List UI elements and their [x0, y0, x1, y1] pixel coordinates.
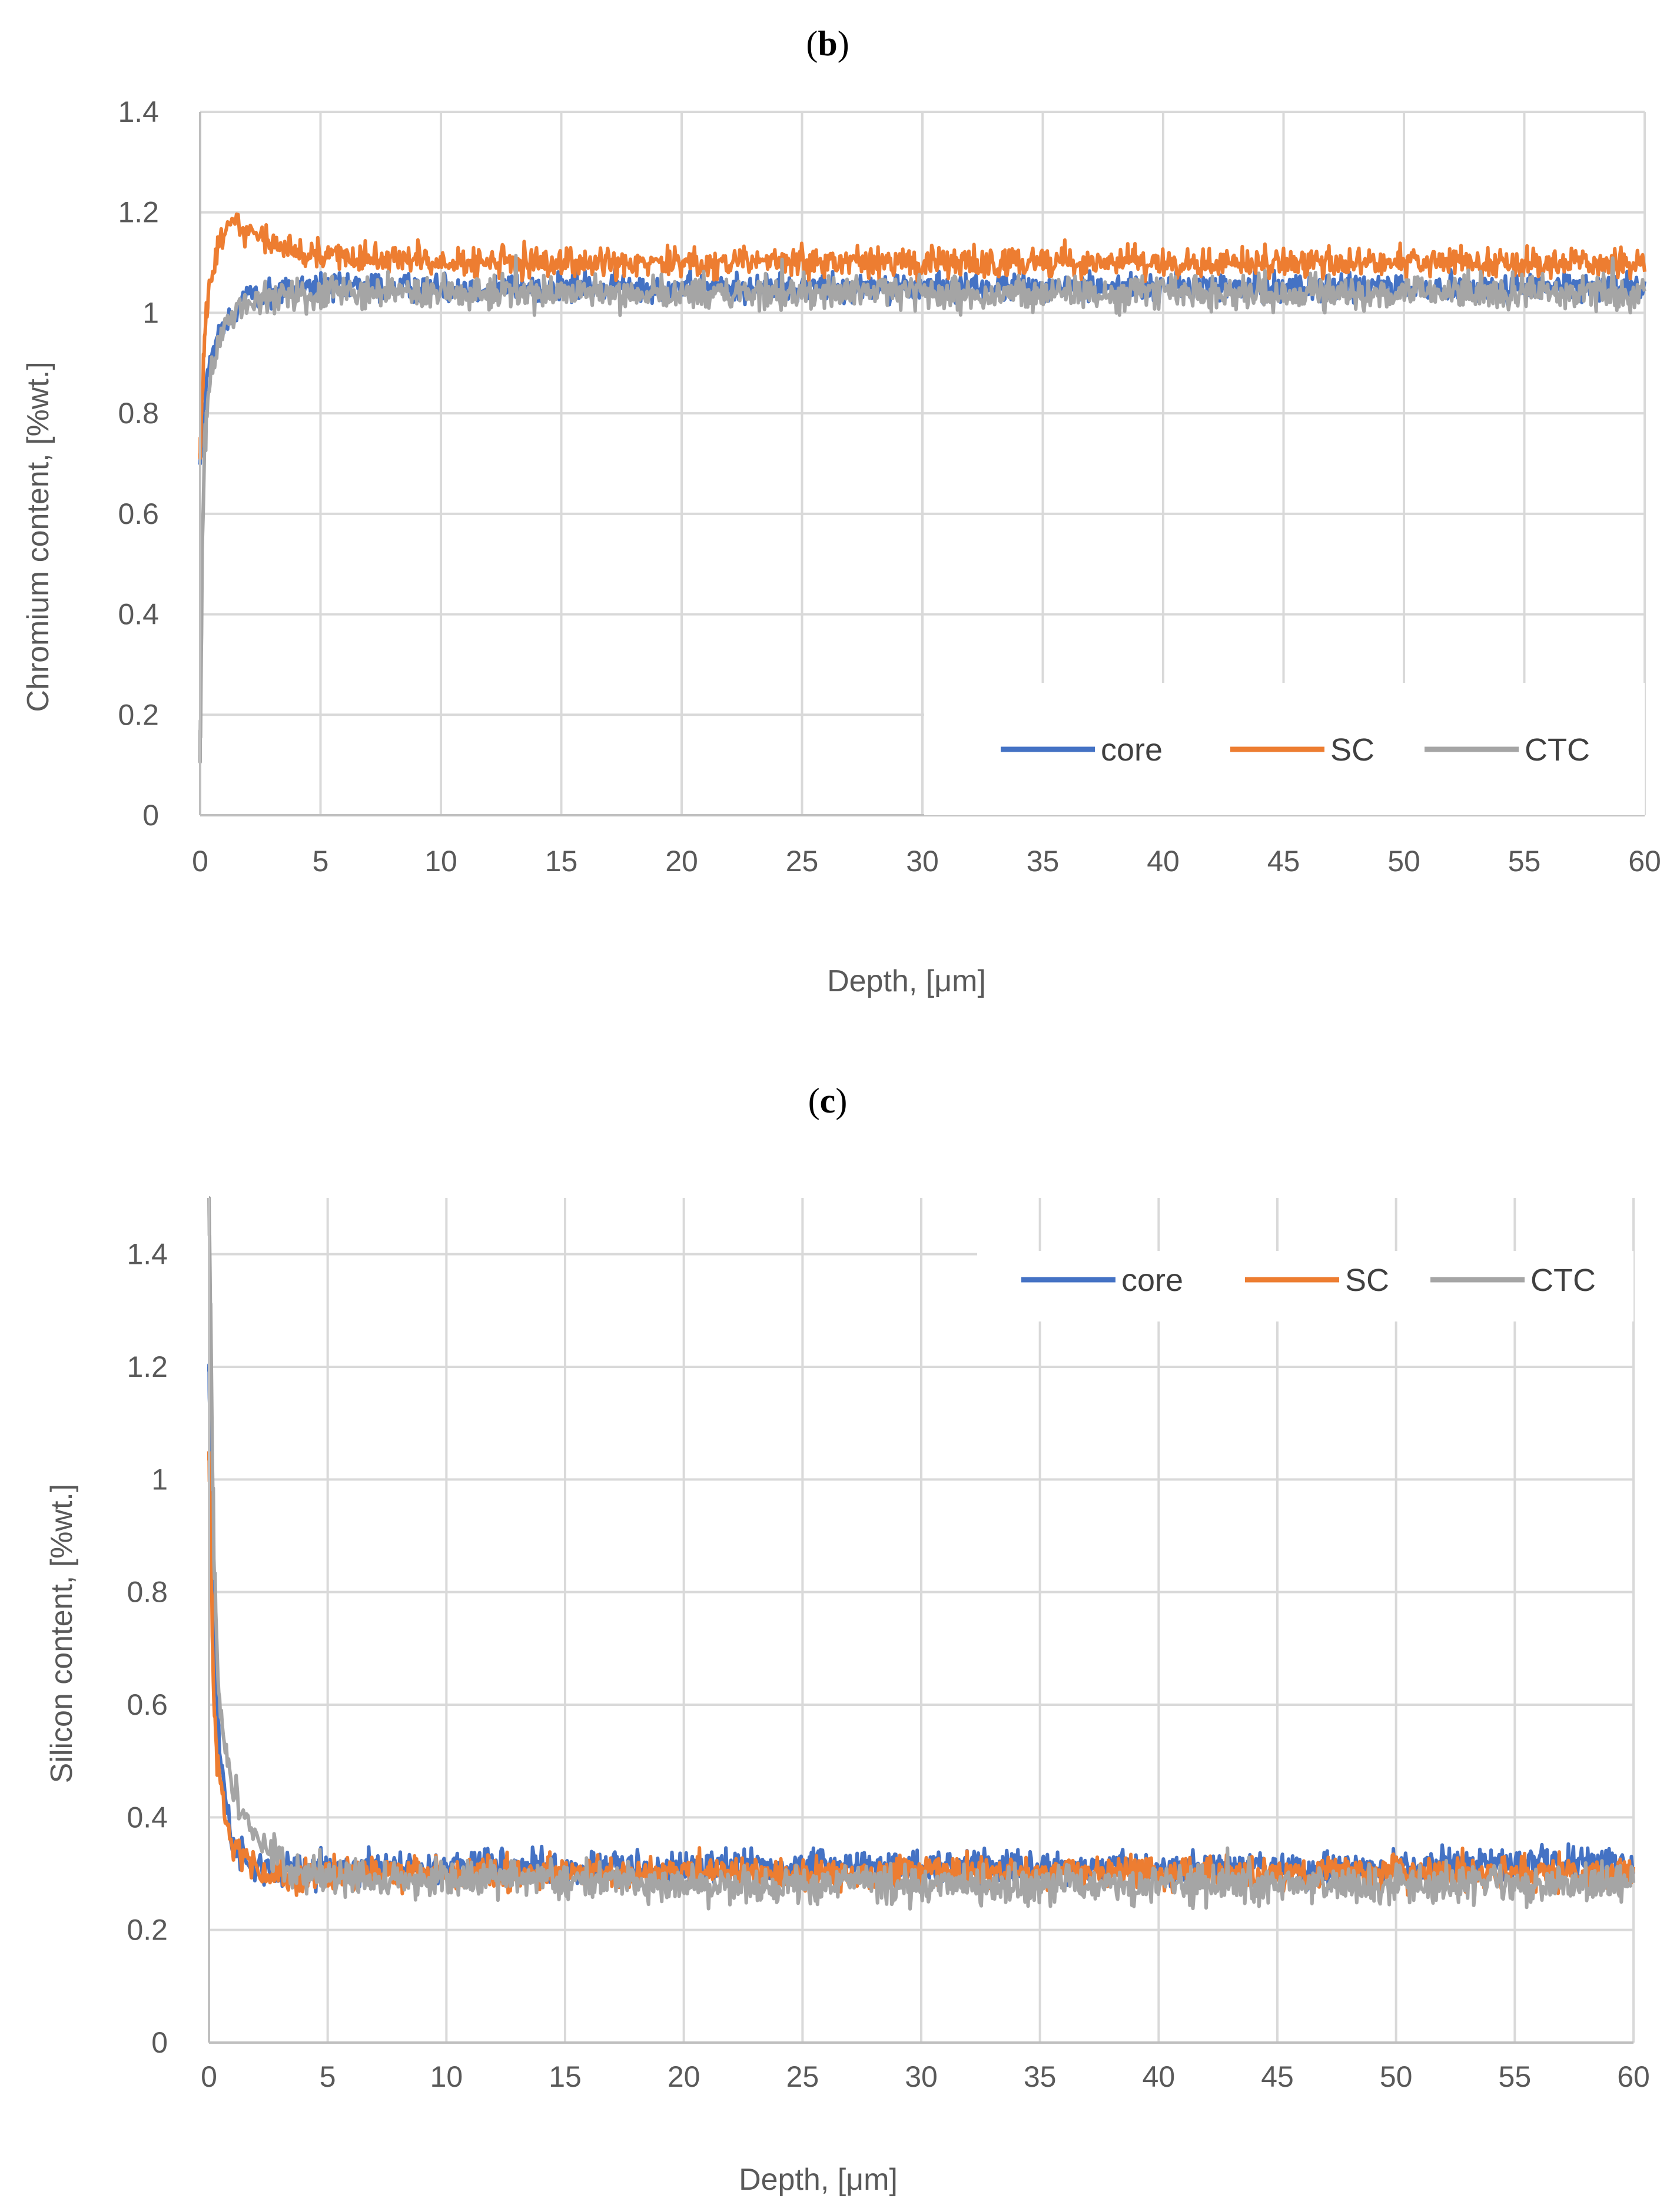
- y-tick-label: 1.4: [118, 95, 159, 128]
- panel-c-axes: [208, 1198, 1633, 2044]
- x-tick-label: 55: [1508, 845, 1541, 878]
- x-tick-label: 25: [786, 845, 819, 878]
- chart-panel-c: (c) 0 5 10 15 20 25 30 35 40 45 50 55 60 00.20.40.60…: [45, 1081, 1650, 2197]
- y-tick-label: 0.2: [118, 698, 159, 731]
- y-tick-label: 1.2: [127, 1350, 168, 1383]
- x-tick-label: 40: [1143, 2060, 1176, 2093]
- panel-c-x-ticks: 0 5 10 15 20 25 30 35 40 45 50 55 60: [201, 2060, 1650, 2093]
- x-tick-label: 20: [668, 2060, 700, 2093]
- panel-c-y-axis-label: Silicon content, [%wt.]: [45, 1484, 79, 1784]
- x-tick-label: 30: [905, 2060, 938, 2093]
- y-tick-label: 0.6: [118, 497, 159, 530]
- x-tick-label: 25: [786, 2060, 819, 2093]
- x-tick-label: 5: [313, 845, 329, 878]
- legend-label-ctc: CTC: [1525, 732, 1590, 768]
- series-line-ctc: [198, 254, 1646, 764]
- y-tick-label: 0.6: [127, 1688, 168, 1721]
- y-tick-label: 1.4: [127, 1238, 168, 1271]
- x-tick-label: 45: [1267, 845, 1300, 878]
- x-tick-label: 0: [201, 2060, 217, 2093]
- series-line-sc: [198, 212, 1646, 460]
- panel-b-y-ticks: 0 0.2 0.4 0.6 0.8 1 1.2 1.4: [118, 95, 159, 832]
- legend-label-ctc: CTC: [1530, 1263, 1596, 1298]
- x-tick-label: 35: [1027, 845, 1060, 878]
- panel-b-x-ticks: 0 5 10 15 20 25 30 35 40 45 50 55 60: [192, 845, 1661, 878]
- panel-c-y-ticks: 0 0.2 0.4 0.6 0.8 1 1.2 1.4: [127, 1238, 168, 2059]
- x-tick-label: 30: [906, 845, 939, 878]
- x-tick-label: 60: [1628, 845, 1661, 878]
- x-tick-label: 20: [665, 845, 698, 878]
- x-tick-label: 15: [545, 845, 578, 878]
- y-tick-label: 0.4: [127, 1801, 168, 1834]
- panel-c-gridlines: [208, 1198, 1635, 2043]
- x-tick-label: 55: [1499, 2060, 1532, 2093]
- panel-b-x-axis-label: Depth, [μm]: [827, 964, 986, 998]
- panel-b-series: [198, 212, 1646, 764]
- x-tick-label: 0: [192, 845, 208, 878]
- panel-b-y-axis-label: Chromium content, [%wt.]: [21, 361, 55, 712]
- x-tick-label: 5: [320, 2060, 336, 2093]
- y-tick-label: 0.8: [127, 1576, 168, 1609]
- legend-label-core: core: [1101, 732, 1163, 768]
- y-tick-label: 1.2: [118, 196, 159, 229]
- x-tick-label: 45: [1261, 2060, 1294, 2093]
- x-tick-label: 10: [424, 845, 457, 878]
- panel-c-series: [207, 1196, 1635, 1911]
- x-tick-label: 50: [1380, 2060, 1413, 2093]
- y-tick-label: 0.4: [118, 598, 159, 631]
- y-tick-label: 1: [151, 1463, 168, 1496]
- chart-panel-b: (b) 0 5 10 15 20 25 30 35 40 45 50 55 60 00.20.40.60…: [21, 24, 1661, 998]
- panel-c-title: (c): [808, 1081, 848, 1120]
- x-tick-label: 40: [1147, 845, 1180, 878]
- legend-label-sc: SC: [1330, 732, 1374, 768]
- x-tick-label: 10: [430, 2060, 463, 2093]
- y-tick-label: 1: [142, 296, 159, 329]
- panel-b-title: (b): [806, 24, 849, 63]
- panel-b-legend: core SC CTC: [924, 683, 1645, 815]
- y-tick-label: 0: [151, 2026, 168, 2059]
- x-tick-label: 60: [1617, 2060, 1650, 2093]
- y-tick-label: 0.2: [127, 1914, 168, 1947]
- x-tick-label: 15: [549, 2060, 582, 2093]
- legend-background: [977, 1251, 1633, 1322]
- legend-label-sc: SC: [1345, 1263, 1389, 1298]
- series-line-ctc: [207, 1196, 1635, 1911]
- y-tick-label: 0.8: [118, 397, 159, 430]
- panel-c-x-axis-label: Depth, [μm]: [739, 2163, 898, 2197]
- panel-c-legend: core SC CTC: [977, 1251, 1633, 1322]
- legend-label-core: core: [1121, 1263, 1183, 1298]
- y-tick-label: 0: [142, 799, 159, 832]
- x-tick-label: 50: [1387, 845, 1420, 878]
- x-tick-label: 35: [1024, 2060, 1057, 2093]
